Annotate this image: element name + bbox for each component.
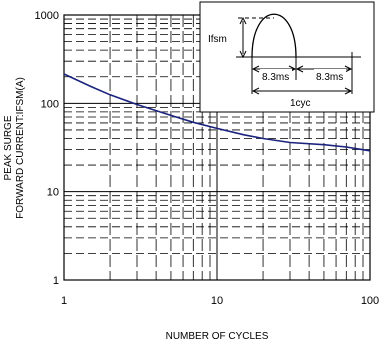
y-tick-label: 1 (53, 275, 59, 287)
x-tick-label: 10 (211, 295, 223, 307)
y-tick-label: 100 (41, 98, 59, 110)
inset-interval-left-label: 8.3ms (262, 72, 289, 83)
inset-label-bg-left (260, 69, 292, 82)
x-tick-label: 100 (361, 295, 379, 307)
inset-ifsm-label: Ifsm (208, 34, 227, 45)
series-line (63, 73, 371, 152)
inset-label-bg-right (314, 69, 346, 82)
y-tick-label: 1000 (35, 10, 59, 22)
inset-cycle-arrow (251, 87, 353, 95)
tick-labels: 1 10 100 1000 1 10 100 (35, 10, 380, 307)
y-axis-title-line2: FORWARD CURRENT:IFSM(A) (15, 77, 26, 219)
x-tick-label: 1 (61, 295, 67, 307)
x-axis-title: NUMBER OF CYCLES (166, 331, 269, 342)
inset-half-sine (251, 13, 297, 58)
y-axis-title-line1: PEAK SURGE (3, 115, 14, 180)
inset-cycle-label: 1cyc (290, 98, 311, 109)
inset-ifsm-arrow (239, 16, 247, 59)
y-tick-label: 10 (47, 187, 59, 199)
inset-interval-right-label: 8.3ms (316, 72, 343, 83)
inset-waveform: Ifsm 8.3ms 8.3ms 1cyc (199, 1, 375, 113)
